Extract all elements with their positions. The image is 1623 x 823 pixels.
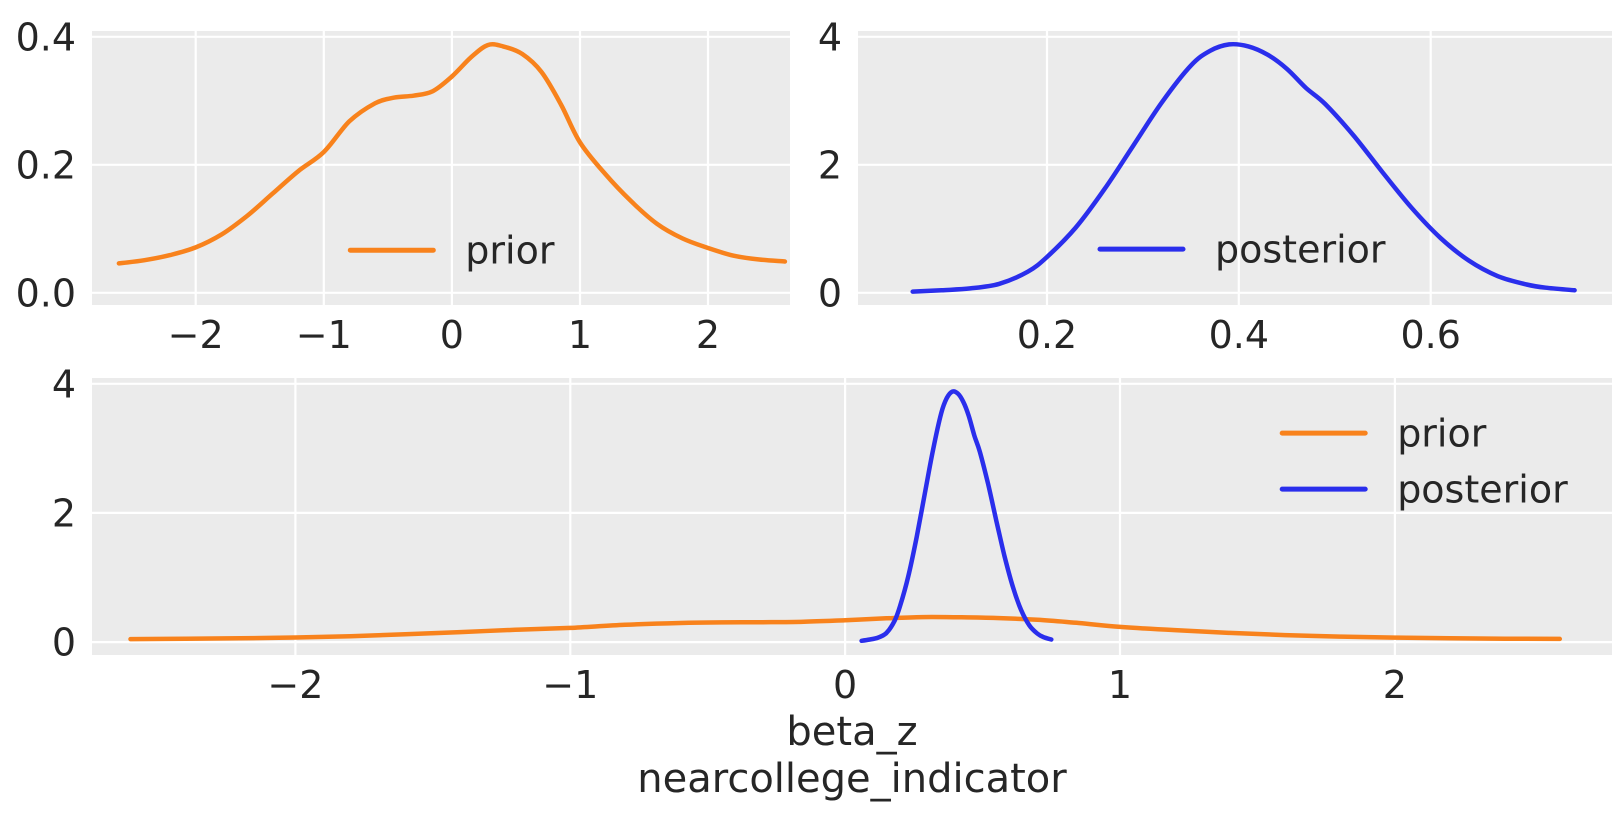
legend-label-posterior: posterior: [1215, 228, 1386, 272]
x-tick-label: 0: [440, 313, 464, 357]
y-tick-label: 2: [52, 491, 76, 535]
x-tick-label: 1: [568, 313, 592, 357]
y-tick-label: 4: [52, 362, 76, 406]
x-tick-label: 1: [1108, 663, 1132, 707]
posterior-curve: [859, 389, 1054, 644]
y-tick-label: 4: [818, 15, 842, 59]
subplot-posterior-marginal: 0.2 0.4 0.6 0 2 4 posterior: [818, 15, 1612, 357]
y-tick-label: 0: [52, 621, 76, 665]
x-axis-label-line2: nearcollege_indicator: [637, 756, 1067, 802]
x-tick-label: 0.6: [1400, 313, 1460, 357]
legend: posterior: [1097, 228, 1386, 272]
y-tick-label: 0.4: [16, 15, 76, 59]
x-tick-label: 2: [1383, 663, 1407, 707]
y-tick-label: 2: [818, 143, 842, 187]
plot-background: [92, 31, 790, 305]
y-tick-label: 0: [818, 271, 842, 315]
y-tick-label: 0.0: [16, 271, 76, 315]
legend: prior: [347, 229, 555, 273]
x-tick-label: −2: [267, 663, 323, 707]
x-axis-label-line1: beta_z: [786, 709, 917, 755]
legend-label-prior: prior: [465, 229, 555, 273]
x-tick-label: −1: [296, 313, 352, 357]
x-tick-label: −1: [542, 663, 598, 707]
legend: prior posterior: [1279, 412, 1568, 512]
plot-background: [858, 31, 1612, 305]
posterior-curve: [910, 41, 1577, 294]
x-tick-label: 0: [833, 663, 857, 707]
subplot-prior-marginal: −2 −1 0 1 2 0.0 0.2 0.4 prior: [16, 15, 790, 357]
legend-label-posterior: posterior: [1397, 468, 1568, 512]
y-tick-label: 0.2: [16, 143, 76, 187]
prior-curve: [116, 42, 788, 266]
x-tick-label: 2: [696, 313, 720, 357]
subplot-prior-posterior-overlay: −2 −1 0 1 2 0 2 4 prior posterior beta_znearcolleg…: [52, 362, 1612, 802]
plot-background: [92, 378, 1612, 655]
x-tick-label: 0.4: [1209, 313, 1269, 357]
x-tick-label: 0.2: [1017, 313, 1077, 357]
legend-label-prior: prior: [1397, 412, 1487, 456]
x-tick-label: −2: [168, 313, 224, 357]
prior-curve: [128, 614, 1563, 642]
